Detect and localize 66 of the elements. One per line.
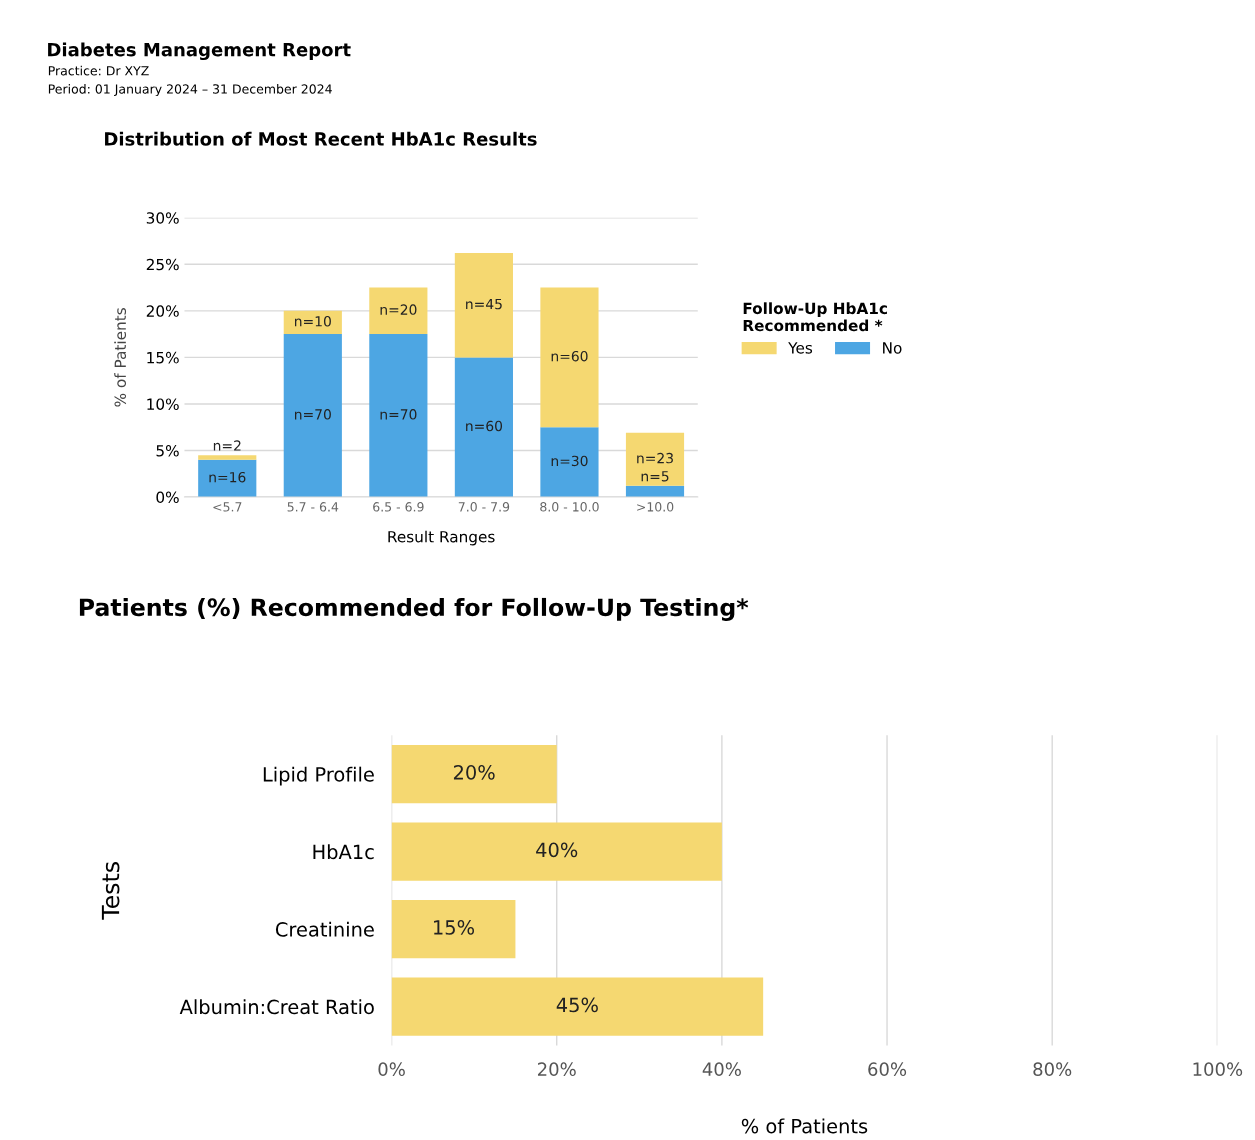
- x-tick-label: 8.0 - 10.0: [540, 502, 599, 512]
- bar: [283, 310, 342, 335]
- data-label: 15%: [434, 920, 475, 935]
- bar: [391, 822, 722, 881]
- x-axis-title: % of Patients: [741, 1118, 868, 1134]
- annotation: n=20: [380, 304, 417, 315]
- chart-title: Distribution of Most Recent HbA1c Results: [105, 131, 537, 146]
- text: Period: 01 January 2024 – 31 December 2024: [48, 84, 332, 97]
- bar: [540, 287, 599, 428]
- bar: [391, 977, 764, 1036]
- bar: [391, 900, 516, 959]
- y-tick-label: 15%: [147, 351, 179, 364]
- annotation: n=30: [551, 455, 588, 467]
- x-tick-label: 0%: [378, 1062, 405, 1077]
- bar: [198, 459, 257, 498]
- annotation: n=2: [213, 440, 241, 451]
- y-tick-label: 5%: [156, 444, 179, 457]
- text: Diabetes Management Report: [48, 42, 351, 61]
- annotation: n=60: [551, 350, 588, 362]
- annotation: n=60: [466, 420, 503, 432]
- bar: [454, 357, 513, 498]
- bar: [198, 455, 257, 460]
- x-axis-title: Result Ranges: [388, 530, 495, 546]
- y-tick-label: 10%: [147, 398, 179, 410]
- legend-title: Follow-Up HbA1c Recommended *: [743, 302, 887, 332]
- y-tick-label: Creatinine: [275, 921, 374, 937]
- y-tick-label: 30%: [146, 212, 179, 224]
- x-tick-label: 60%: [868, 1062, 907, 1077]
- annotation: n=70: [295, 409, 331, 420]
- data-label: 45%: [556, 997, 598, 1013]
- bar: [283, 334, 342, 498]
- y-tick-label: 25%: [146, 258, 179, 271]
- y-tick-label: HbA1c: [313, 844, 374, 860]
- x-tick-label: 20%: [537, 1062, 576, 1077]
- data-label: 20%: [453, 764, 495, 780]
- x-tick-label: 100%: [1193, 1062, 1243, 1077]
- x-tick-label: 7.0 - 7.9: [458, 502, 510, 512]
- x-tick-label: 6.5 - 6.9: [373, 502, 424, 512]
- bar: [540, 427, 599, 498]
- y-axis-title: % of Patients: [114, 308, 127, 407]
- y-tick-label: 20%: [146, 305, 179, 317]
- bar: [454, 253, 513, 358]
- y-tick-label: 0%: [156, 491, 179, 504]
- y-axis-title: Tests: [101, 862, 120, 920]
- y-tick-label: Albumin:Creat Ratio: [179, 999, 374, 1015]
- x-tick-label: <5.7: [213, 502, 242, 512]
- x-tick-label: >10.0: [637, 502, 674, 512]
- annotation: n=23: [637, 452, 673, 464]
- annotation: n=5: [641, 471, 669, 482]
- annotation: n=45: [466, 298, 502, 310]
- text: Practice: Dr XYZ: [48, 65, 149, 76]
- chart-title: Patients (%) Recommended for Follow-Up Testing*: [79, 597, 749, 621]
- x-tick-label: 80%: [1033, 1062, 1072, 1077]
- legend-label: No: [883, 342, 902, 354]
- bar: [625, 432, 685, 486]
- bar: [391, 744, 557, 804]
- annotation: n=70: [380, 409, 417, 420]
- bar: [369, 287, 428, 335]
- x-tick-label: 5.7 - 6.4: [287, 502, 339, 512]
- x-tick-label: 40%: [702, 1062, 741, 1077]
- annotation: n=16: [209, 471, 246, 483]
- legend-label: Yes: [788, 342, 813, 354]
- bar: [369, 334, 428, 498]
- annotation: n=10: [295, 316, 331, 327]
- data-label: 40%: [536, 842, 578, 858]
- y-tick-label: Lipid Profile: [263, 766, 374, 786]
